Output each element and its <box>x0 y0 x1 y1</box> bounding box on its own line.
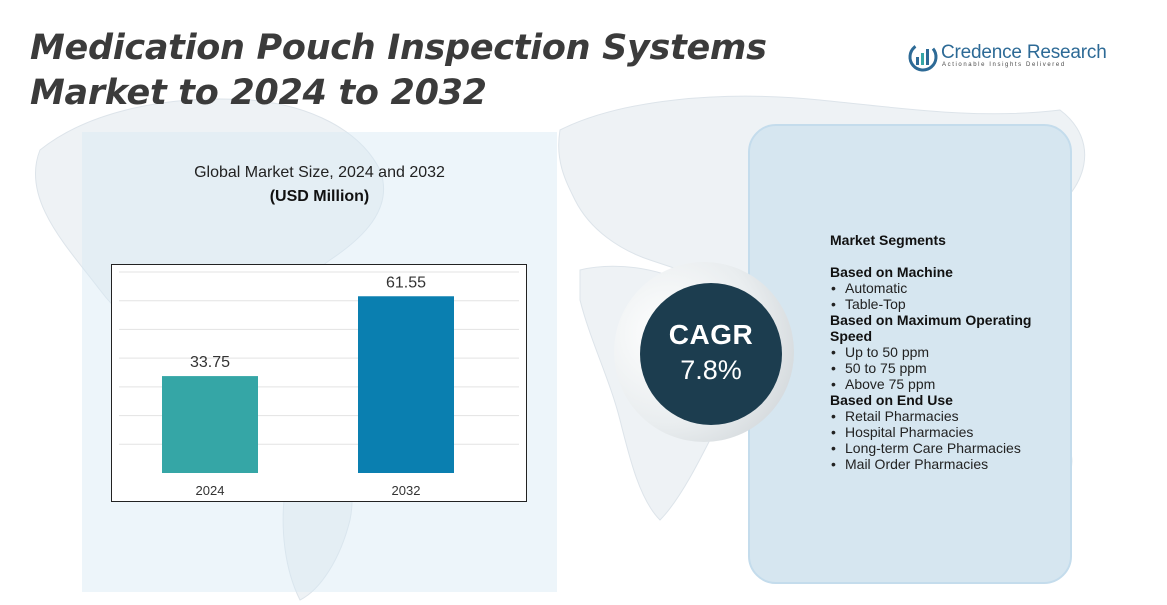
data-label: 61.55 <box>386 274 426 291</box>
logo-mark-icon <box>908 42 938 72</box>
chart-panel: Global Market Size, 2024 and 2032 (USD M… <box>82 132 557 592</box>
bar-chart: 33.75 2024 61.55 2032 <box>111 264 527 502</box>
segment-item: Hospital Pharmacies <box>830 424 1060 440</box>
cagr-badge: CAGR 7.8% <box>640 283 782 425</box>
segments-list: Market Segments Based on Machine Automat… <box>830 232 1060 472</box>
cagr-label: CAGR <box>668 319 754 350</box>
bar <box>358 296 454 473</box>
chart-title: Global Market Size, 2024 and 2032 <box>194 164 445 181</box>
segments-heading: Market Segments <box>830 232 946 248</box>
x-tick-label: 2032 <box>392 483 421 498</box>
segment-item: Table-Top <box>830 296 1060 312</box>
segment-item: Long-term Care Pharmacies <box>830 440 1060 456</box>
segment-item: 50 to 75 ppm <box>830 360 1060 376</box>
page-title: Medication Pouch Inspection Systems Mark… <box>30 28 767 113</box>
credence-research-logo: Credence Research Actionable Insights De… <box>908 40 1107 74</box>
chart-subtitle: (USD Million) <box>269 188 370 205</box>
segment-group-title: Based on End Use <box>830 392 953 408</box>
data-label: 33.75 <box>190 354 230 371</box>
segment-item: Retail Pharmacies <box>830 408 1060 424</box>
segment-item: Automatic <box>830 280 1060 296</box>
x-tick-label: 2024 <box>196 483 225 498</box>
segment-group-title: Based on Maximum Operating Speed <box>830 312 1032 344</box>
segment-item: Up to 50 ppm <box>830 344 1060 360</box>
segment-item: Above 75 ppm <box>830 376 1060 392</box>
segment-group-title: Based on Machine <box>830 264 953 280</box>
bar <box>162 376 258 473</box>
logo-name: Credence Research <box>941 42 1107 63</box>
segment-item: Mail Order Pharmacies <box>830 456 1060 472</box>
logo-tagline: Actionable Insights Delivered <box>942 62 1066 68</box>
cagr-value: 7.8% <box>680 355 742 385</box>
